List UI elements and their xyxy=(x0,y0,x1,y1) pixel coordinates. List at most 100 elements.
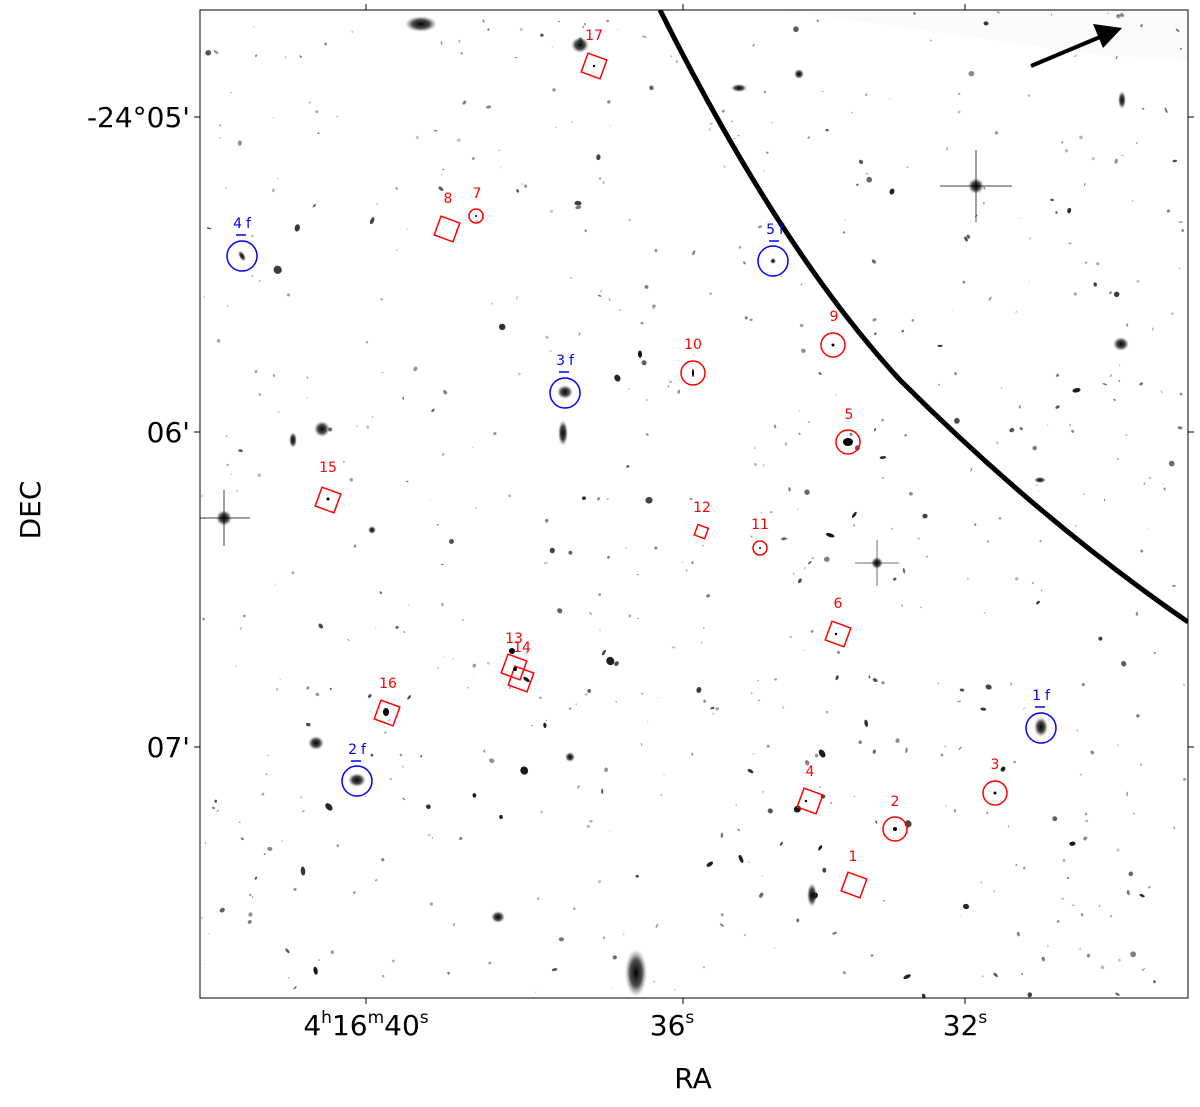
background-source xyxy=(901,604,903,607)
background-source xyxy=(759,892,764,898)
background-source xyxy=(1052,816,1058,822)
background-source xyxy=(351,30,353,33)
background-source xyxy=(1178,267,1181,270)
background-source xyxy=(769,511,773,513)
background-source xyxy=(407,695,412,700)
background-source xyxy=(904,434,908,437)
background-source xyxy=(623,933,625,936)
background-source xyxy=(1119,364,1121,367)
background-source xyxy=(1172,584,1176,587)
background-source xyxy=(519,28,523,31)
background-source xyxy=(313,966,318,975)
background-source xyxy=(1126,889,1130,896)
background-source xyxy=(516,189,520,193)
background-source xyxy=(606,498,609,500)
background-source xyxy=(917,537,920,540)
background-source xyxy=(865,172,869,175)
background-source xyxy=(830,801,833,804)
background-source xyxy=(306,397,308,399)
background-source xyxy=(366,425,370,429)
background-source xyxy=(1032,445,1037,451)
background-source xyxy=(1015,863,1018,867)
axis-ticks xyxy=(194,4,1194,1004)
background-source xyxy=(254,370,258,374)
background-source xyxy=(442,168,445,171)
background-source xyxy=(1143,968,1146,970)
background-source xyxy=(474,507,477,509)
background-source xyxy=(807,136,810,139)
background-source xyxy=(798,432,801,435)
background-source xyxy=(382,974,385,978)
background-source xyxy=(247,920,252,924)
background-source xyxy=(868,675,871,679)
background-source xyxy=(720,832,724,839)
galaxy xyxy=(731,84,747,92)
background-source xyxy=(577,785,580,789)
background-source xyxy=(206,227,212,230)
background-source xyxy=(586,825,591,828)
background-source xyxy=(395,187,399,190)
background-source xyxy=(799,323,804,328)
background-source xyxy=(441,563,444,566)
blue-label-suffix: f xyxy=(246,216,252,232)
background-source xyxy=(1023,707,1025,710)
background-source xyxy=(618,309,622,311)
background-source xyxy=(702,627,705,629)
background-source xyxy=(508,686,512,690)
background-source xyxy=(902,567,906,574)
background-source xyxy=(757,679,760,682)
background-source xyxy=(368,694,372,698)
background-source xyxy=(440,40,443,45)
background-source xyxy=(685,569,688,572)
background-source xyxy=(1117,744,1119,747)
background-source xyxy=(452,657,454,660)
galaxy xyxy=(314,421,330,437)
background-source xyxy=(757,225,763,229)
background-source xyxy=(467,686,470,689)
background-source xyxy=(606,19,610,23)
background-source xyxy=(427,833,431,837)
background-source xyxy=(1177,426,1183,430)
background-source xyxy=(706,594,711,598)
background-source xyxy=(849,432,853,436)
background-source xyxy=(1164,107,1168,113)
background-source xyxy=(1162,483,1164,485)
background-source xyxy=(598,880,602,884)
blue-label-id: 4 xyxy=(233,216,242,232)
background-source xyxy=(530,725,533,727)
background-source xyxy=(572,907,576,910)
background-source xyxy=(330,950,334,955)
background-source xyxy=(881,681,885,685)
background-source xyxy=(599,177,601,180)
background-source xyxy=(1133,812,1135,815)
background-source xyxy=(793,26,799,33)
background-source xyxy=(874,428,877,432)
background-source xyxy=(669,380,672,383)
background-source xyxy=(1136,714,1140,718)
background-source xyxy=(263,853,266,856)
background-source xyxy=(1121,660,1127,667)
background-source xyxy=(226,463,229,467)
background-source xyxy=(462,100,467,105)
background-source xyxy=(929,39,933,42)
background-source xyxy=(380,298,383,301)
background-source xyxy=(1084,182,1086,186)
background-source xyxy=(996,10,1000,14)
svg-text:4f: 4f xyxy=(233,216,252,232)
background-source xyxy=(998,516,1002,520)
background-source xyxy=(369,217,375,225)
red-square-label: 6 xyxy=(834,596,843,612)
sky-field xyxy=(200,10,1188,998)
background-source xyxy=(945,805,947,808)
background-source xyxy=(597,497,601,501)
background-source xyxy=(575,703,577,706)
background-source xyxy=(545,335,549,339)
blue-label-suffix: f xyxy=(779,222,785,238)
background-source xyxy=(1061,141,1064,144)
background-source xyxy=(761,875,763,877)
background-source xyxy=(438,186,444,192)
background-source xyxy=(318,623,324,629)
background-source xyxy=(793,572,795,575)
background-source xyxy=(779,841,783,846)
